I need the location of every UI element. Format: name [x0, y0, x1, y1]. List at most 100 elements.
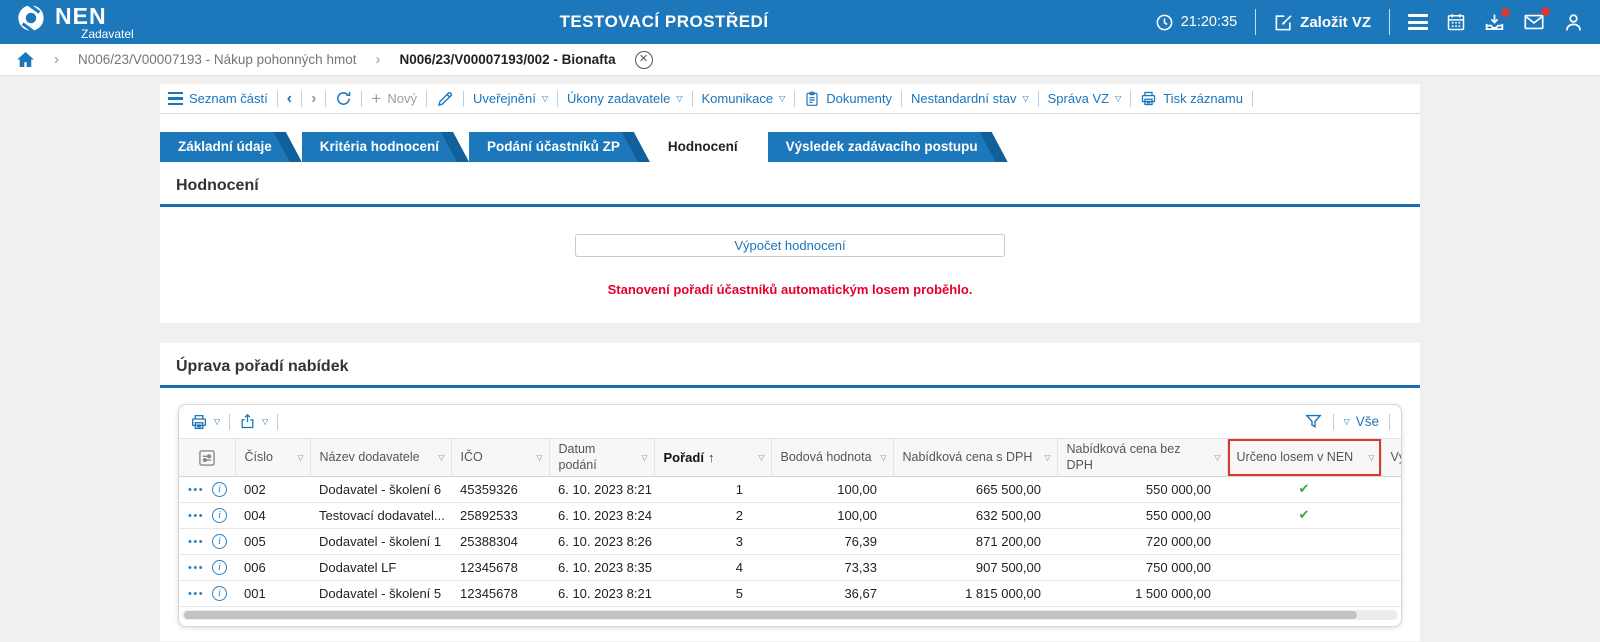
breadcrumb-item-parent[interactable]: N006/23/V00007193 - Nákup pohonných hmot — [78, 52, 357, 67]
filter-caret-icon[interactable]: ▽ — [438, 452, 445, 462]
user-icon[interactable] — [1563, 12, 1584, 33]
cell-nazev: Testovací dodavatel... — [310, 502, 451, 530]
toolbar-divider — [425, 90, 427, 107]
cell-urceno-losem-check: ✔ — [1227, 502, 1381, 530]
toolbar-divider — [691, 90, 693, 107]
mail-icon[interactable] — [1523, 7, 1550, 33]
row-menu-icon[interactable]: ••• — [188, 535, 205, 548]
row-menu-icon[interactable]: ••• — [188, 509, 205, 522]
filter-caret-icon[interactable]: ▽ — [1044, 452, 1051, 462]
new-button[interactable]: + Nový — [371, 90, 417, 107]
filter-caret-icon[interactable]: ▽ — [1214, 452, 1221, 462]
col-cena-bez-dph[interactable]: Nabídková cena bez DPH ▽ — [1057, 437, 1228, 478]
edit-record-button[interactable] — [436, 90, 454, 108]
filter-caret-icon[interactable]: ▽ — [536, 452, 543, 462]
filter-funnel-icon[interactable] — [1304, 412, 1323, 431]
toolbar-divider — [462, 90, 464, 107]
header-divider — [1255, 9, 1257, 35]
nestandardni-stav-dropdown[interactable]: Nestandardní stav ▽ — [911, 91, 1029, 106]
cell-poradi: 2 — [654, 502, 771, 530]
prev-record-button[interactable]: ‹ — [286, 89, 293, 107]
col-datum-podani[interactable]: Datum podání ▽ — [549, 437, 655, 478]
col-cena-s-dph[interactable]: Nabídková cena s DPH ▽ — [893, 437, 1058, 478]
filter-caret-icon[interactable]: ▽ — [1368, 452, 1375, 462]
refresh-button[interactable] — [335, 90, 352, 107]
row-menu-icon[interactable]: ••• — [188, 587, 205, 600]
uverejneni-dropdown[interactable]: Uveřejnění ▽ — [473, 91, 548, 106]
tab-zakladni-udaje[interactable]: Základní údaje — [160, 132, 302, 162]
environment-title: TESTOVACÍ PROSTŘEDÍ — [559, 12, 769, 31]
info-icon[interactable]: i — [212, 586, 228, 602]
cell-bodova: 36,67 — [771, 580, 893, 608]
breadcrumb-item-current[interactable]: N006/23/V00007193/002 - Bionafta — [399, 52, 616, 67]
col-nazev-dodavatele[interactable]: Název dodavatele ▽ — [310, 437, 452, 478]
printer-icon — [191, 414, 207, 429]
col-label: Nabídková cena s DPH — [902, 449, 1033, 464]
toolbar-divider — [277, 413, 279, 430]
toolbar-divider — [1251, 90, 1253, 107]
table-row[interactable]: ••• i 001 Dodavatel - školení 5 12345678 … — [179, 580, 1401, 608]
nen-logo[interactable]: NEN Zadavatel — [16, 3, 134, 41]
table-row[interactable]: ••• i 004 Testovací dodavatel... 25892533… — [179, 502, 1401, 530]
komunikace-dropdown[interactable]: Komunikace ▽ — [702, 91, 786, 106]
info-icon[interactable]: i — [212, 508, 228, 524]
filter-caret-icon[interactable]: ▽ — [880, 452, 887, 462]
home-icon[interactable] — [16, 50, 35, 69]
compute-evaluation-button[interactable]: Výpočet hodnocení — [575, 234, 1005, 257]
toolbar-seznam-casti[interactable]: Seznam částí — [168, 91, 268, 106]
cell-cena-s-dph: 871 200,00 — [893, 528, 1057, 556]
col-cislo[interactable]: Číslo ▽ — [235, 437, 311, 478]
create-vz-button[interactable]: Založit VZ — [1274, 13, 1371, 32]
grid-print-button[interactable]: ▽ — [190, 413, 220, 431]
cell-cena-s-dph: 1 815 000,00 — [893, 580, 1057, 608]
cell-cutoff — [1381, 580, 1401, 608]
table-row[interactable]: ••• i 002 Dodavatel - školení 6 45359326 … — [179, 476, 1401, 504]
col-urceno-losem[interactable]: Určeno losem v NEN ▽ — [1227, 437, 1382, 478]
col-ico[interactable]: IČO ▽ — [451, 437, 550, 478]
filter-caret-icon[interactable]: ▽ — [758, 452, 765, 462]
table-row[interactable]: ••• i 006 Dodavatel LF 12345678 6. 10. 20… — [179, 554, 1401, 582]
order-panel: Úprava pořadí nabídek ▽ ▽ — [160, 343, 1420, 642]
row-menu-icon[interactable]: ••• — [188, 483, 205, 496]
row-menu-icon[interactable]: ••• — [188, 561, 205, 574]
toolbar-label: Úkony zadavatele — [567, 91, 671, 106]
cell-nazev: Dodavatel - školení 1 — [310, 528, 451, 556]
tab-podani-ucastniku[interactable]: Podání účastníků ZP — [469, 132, 650, 162]
toolbar-divider — [229, 413, 231, 430]
info-icon[interactable]: i — [212, 534, 228, 550]
close-icon[interactable]: ✕ — [634, 50, 653, 69]
col-label: Datum podání — [558, 442, 597, 472]
ukony-zadavatele-dropdown[interactable]: Úkony zadavatele ▽ — [567, 91, 683, 106]
next-record-button[interactable]: › — [311, 89, 317, 107]
info-icon[interactable]: i — [212, 482, 228, 498]
cell-poradi: 4 — [654, 554, 771, 582]
section-title-uprava-poradi: Úprava pořadí nabídek — [176, 358, 349, 375]
column-chooser-button[interactable] — [179, 437, 236, 478]
tab-vysledek[interactable]: Výsledek zadávacího postupu — [768, 132, 1008, 162]
filter-caret-icon[interactable]: ▽ — [297, 452, 304, 462]
lottery-status-message: Stanovení pořadí účastníků automatickým … — [607, 282, 973, 297]
calendar-icon[interactable] — [1446, 12, 1466, 32]
filter-all-dropdown[interactable]: ▽ Vše — [1344, 414, 1379, 429]
dokumenty-button[interactable]: Dokumenty — [804, 91, 892, 107]
cell-cislo: 005 — [235, 528, 310, 556]
tisk-zaznamu-button[interactable]: Tisk záznamu — [1140, 90, 1243, 107]
horizontal-scrollbar-thumb[interactable] — [184, 611, 1358, 620]
filter-caret-icon[interactable]: ▽ — [641, 452, 648, 462]
horizontal-scrollbar-track[interactable] — [182, 610, 1398, 621]
grid-export-button[interactable]: ▽ — [239, 413, 268, 430]
toolbar-label: Tisk záznamu — [1163, 91, 1243, 106]
col-poradi[interactable]: Pořadí ↑ ▽ — [654, 437, 772, 478]
col-cutoff[interactable]: Vý — [1381, 437, 1401, 478]
tab-hodnoceni[interactable]: Hodnocení — [650, 132, 768, 162]
table-row[interactable]: ••• i 005 Dodavatel - školení 1 25388304 … — [179, 528, 1401, 556]
section-title-hodnoceni: Hodnocení — [176, 177, 259, 194]
info-icon[interactable]: i — [212, 560, 228, 576]
cell-cislo: 001 — [235, 580, 310, 608]
inbox-download-icon[interactable] — [1484, 7, 1510, 33]
col-bodova-hodnota[interactable]: Bodová hodnota ▽ — [771, 437, 894, 478]
sprava-vz-dropdown[interactable]: Správa VZ ▽ — [1048, 91, 1122, 106]
menu-icon[interactable] — [1408, 14, 1428, 30]
col-label: Název dodavatele — [319, 449, 420, 464]
tab-kriteria-hodnoceni[interactable]: Kritéria hodnocení — [302, 132, 469, 162]
